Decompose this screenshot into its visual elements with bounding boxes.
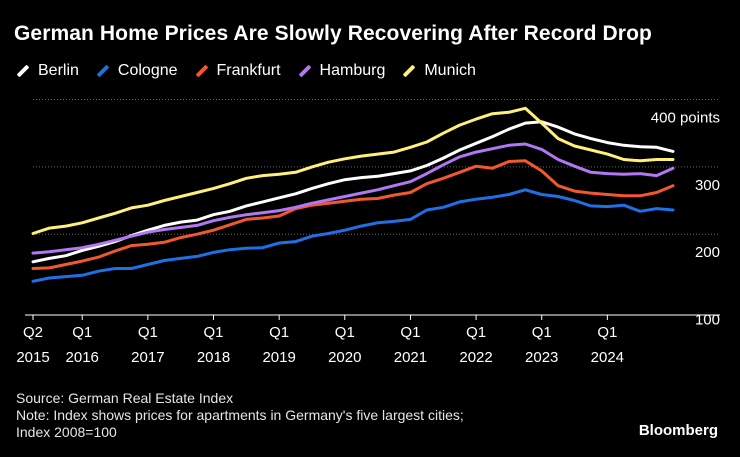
y-tick-label-400: 400 points xyxy=(651,110,720,127)
series-line-frankfurt xyxy=(31,159,675,270)
x-tick-year-2022: 2022 xyxy=(459,349,492,366)
x-tick-year-2017: 2017 xyxy=(131,349,164,366)
x-tick-quarter-2017: Q1 xyxy=(138,324,158,341)
chart-title: German Home Prices Are Slowly Recovering… xyxy=(14,22,652,45)
legend-label-munich: Munich xyxy=(424,62,476,79)
x-tick-year-2024: 2024 xyxy=(591,349,624,366)
x-tick-year-2019: 2019 xyxy=(262,349,295,366)
x-tick-quarter-2020: Q1 xyxy=(335,324,355,341)
bloomberg-logo: Bloomberg xyxy=(638,422,718,439)
series-line-cologne xyxy=(31,188,675,283)
x-tick-quarter-2016: Q1 xyxy=(72,324,92,341)
legend-label-hamburg: Hamburg xyxy=(319,62,386,79)
legend-item-munich: Munich xyxy=(402,62,476,80)
legend-label-frankfurt: Frankfurt xyxy=(216,62,281,79)
x-tick-year-2016: 2016 xyxy=(66,349,99,366)
x-tick-quarter-2023: Q1 xyxy=(532,324,552,341)
y-tick-label-300: 300 xyxy=(695,177,720,194)
x-tick-quarter-2015: Q2 xyxy=(23,324,43,341)
y-tick-label-200: 200 xyxy=(695,244,720,261)
x-tick-quarter-2018: Q1 xyxy=(204,324,224,341)
legend-item-hamburg: Hamburg xyxy=(298,62,386,80)
legend-item-frankfurt: Frankfurt xyxy=(195,62,281,80)
x-tick-quarter-2022: Q1 xyxy=(466,324,486,341)
x-tick-year-2015: 2015 xyxy=(16,349,49,366)
series-line-munich xyxy=(31,106,675,235)
legend-item-berlin: Berlin xyxy=(16,62,79,80)
y-tick-label-100: 100 xyxy=(695,312,720,329)
chart-legend: Berlin Cologne Frankfurt Hamburg Munich xyxy=(16,62,493,80)
legend-label-berlin: Berlin xyxy=(38,62,79,79)
x-tick-year-2020: 2020 xyxy=(328,349,361,366)
note-line-2: Index 2008=100 xyxy=(16,424,117,440)
x-tick-year-2023: 2023 xyxy=(525,349,558,366)
chart-footer: Source: German Real Estate Index Note: I… xyxy=(16,390,464,441)
note-line-1: Note: Index shows prices for apartments … xyxy=(16,407,464,423)
legend-label-cologne: Cologne xyxy=(117,62,178,79)
legend-item-cologne: Cologne xyxy=(96,62,178,80)
x-tick-year-2018: 2018 xyxy=(197,349,230,366)
series-line-hamburg xyxy=(31,142,675,255)
x-tick-quarter-2019: Q1 xyxy=(269,324,289,341)
x-tick-quarter-2021: Q1 xyxy=(400,324,420,341)
x-tick-year-2021: 2021 xyxy=(394,349,427,366)
source-note: Source: German Real Estate Index xyxy=(16,390,234,406)
x-tick-quarter-2024: Q1 xyxy=(597,324,617,341)
